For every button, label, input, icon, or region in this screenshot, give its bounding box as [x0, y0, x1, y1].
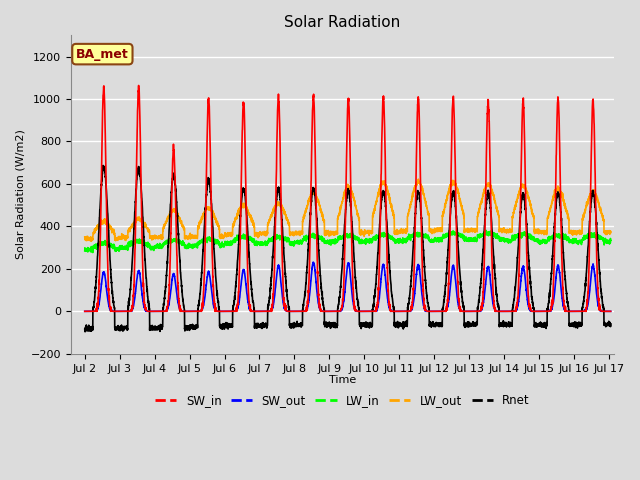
LW_out — [604, 228, 611, 234]
SW_in — [541, 309, 549, 314]
Line: LW_in: LW_in — [84, 230, 611, 252]
LW_in — [84, 247, 92, 252]
SW_out — [309, 259, 317, 265]
SW_in — [604, 309, 611, 314]
SW_out — [84, 309, 92, 314]
Line: SW_out: SW_out — [84, 262, 611, 312]
SW_out — [127, 309, 134, 314]
SW_in — [560, 298, 568, 304]
Line: Rnet: Rnet — [84, 166, 611, 332]
LW_out — [88, 238, 95, 244]
LW_in — [266, 238, 273, 243]
LW_out — [560, 197, 568, 203]
LW_out — [415, 176, 422, 182]
SW_out — [568, 309, 575, 314]
Legend: SW_in, SW_out, LW_in, LW_out, Rnet: SW_in, SW_out, LW_in, LW_out, Rnet — [150, 389, 534, 411]
SW_in — [266, 308, 273, 314]
LW_out — [84, 235, 92, 240]
Rnet — [81, 329, 89, 335]
LW_out — [607, 229, 614, 235]
LW_out — [81, 234, 88, 240]
Y-axis label: Solar Radiation (W/m2): Solar Radiation (W/m2) — [15, 130, 25, 260]
Line: SW_in: SW_in — [84, 85, 611, 312]
LW_in — [568, 239, 575, 245]
Rnet — [266, 295, 273, 301]
SW_in — [93, 309, 100, 314]
Rnet — [607, 321, 614, 327]
Title: Solar Radiation: Solar Radiation — [284, 15, 401, 30]
SW_out — [607, 309, 614, 314]
Rnet — [604, 322, 611, 328]
Rnet — [84, 325, 92, 331]
SW_in — [607, 309, 614, 314]
Rnet — [99, 163, 107, 168]
Line: LW_out: LW_out — [84, 179, 611, 241]
Text: BA_met: BA_met — [76, 48, 129, 60]
LW_out — [266, 217, 273, 223]
LW_in — [560, 233, 568, 239]
LW_in — [541, 239, 549, 245]
SW_in — [81, 309, 88, 314]
LW_in — [607, 238, 614, 243]
Rnet — [560, 256, 568, 262]
LW_out — [568, 229, 575, 235]
LW_in — [89, 250, 97, 255]
SW_out — [541, 309, 549, 314]
SW_in — [84, 309, 92, 314]
Rnet — [81, 326, 88, 332]
SW_in — [135, 83, 143, 88]
LW_in — [482, 228, 490, 233]
SW_out — [81, 309, 88, 314]
Rnet — [568, 321, 575, 327]
SW_in — [568, 309, 575, 314]
LW_in — [81, 248, 88, 254]
SW_out — [604, 309, 611, 314]
Rnet — [541, 324, 549, 330]
X-axis label: Time: Time — [329, 375, 356, 385]
SW_out — [266, 308, 273, 314]
SW_out — [560, 303, 568, 309]
LW_in — [604, 238, 611, 244]
LW_out — [541, 229, 549, 235]
